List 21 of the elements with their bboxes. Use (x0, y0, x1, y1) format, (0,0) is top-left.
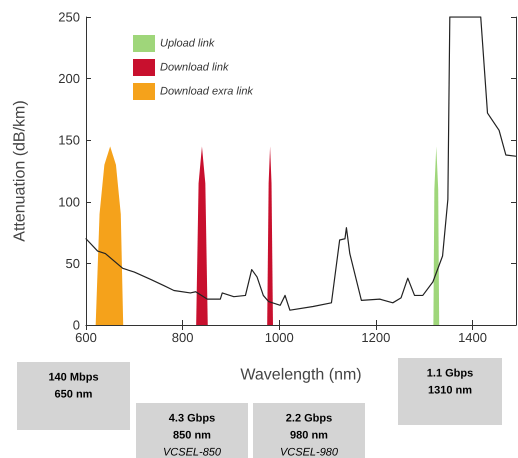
line-series (85, 16, 516, 311)
text: 4.3 Gbps 850 nm VCSEL-850 (162, 412, 222, 458)
text: 140 Mbps 650 nm (48, 372, 99, 400)
legend-label: Download exra link (160, 86, 254, 98)
legend-label: Upload link (160, 38, 215, 50)
x-tick-label: 1000 (264, 330, 294, 345)
x-axis-title: Wavelength (nm) (240, 366, 362, 384)
x-tick-label: 600 (75, 330, 97, 345)
y-axis-title: Attenuation (dB/km) (12, 100, 28, 242)
y-tick-label: 50 (66, 256, 80, 271)
y-tick-label: 200 (58, 71, 80, 86)
text: 2.2 Gbps 980 nm VCSEL-980 (280, 412, 339, 458)
legend-label: Download link (160, 62, 229, 74)
y-tick-label: 150 (58, 132, 80, 148)
y-tick-label: 0 (72, 318, 80, 332)
text: 1.1 Gbps 1310 nm (426, 368, 474, 396)
y-tick-label: 250 (58, 10, 80, 24)
x-tick-label: 800 (172, 330, 194, 345)
x-tick-label: 1400 (458, 330, 487, 345)
x-tick-label: 1200 (361, 330, 390, 345)
y-tick-label: 100 (58, 194, 80, 210)
